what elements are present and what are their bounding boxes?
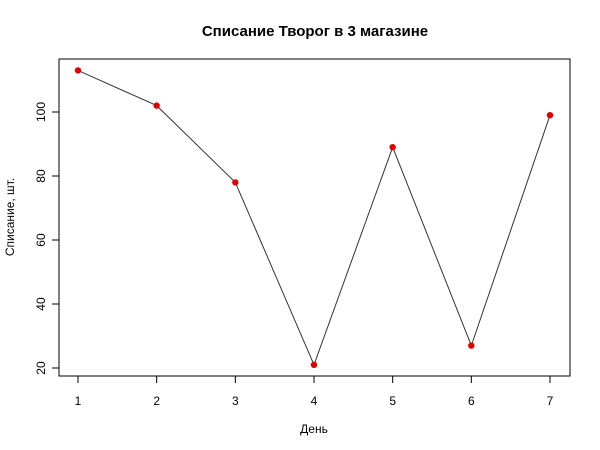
y-tick-label: 60 (34, 233, 48, 247)
x-tick-label: 3 (232, 394, 239, 408)
x-tick-label: 4 (311, 394, 318, 408)
y-tick-label: 100 (34, 102, 48, 122)
x-tick-label: 5 (389, 394, 396, 408)
x-axis: 1 2 3 4 5 6 7 (75, 375, 554, 408)
x-tick-label: 1 (75, 394, 82, 408)
x-tick-label: 6 (468, 394, 475, 408)
data-point (468, 342, 475, 349)
x-tick-label: 7 (547, 394, 554, 408)
x-tick-label: 2 (153, 394, 160, 408)
data-point (74, 67, 82, 74)
y-tick-label: 40 (34, 297, 48, 311)
y-tick-label: 80 (34, 169, 48, 183)
data-point (232, 179, 239, 186)
y-axis-label: Списание, шт. (3, 178, 17, 256)
plot-frame (58, 58, 571, 377)
series-line (77, 69, 551, 367)
data-point (310, 361, 318, 368)
chart-title: Списание Творог в 3 магазине (202, 23, 428, 40)
data-point (546, 112, 554, 119)
series-group (74, 67, 554, 368)
y-tick-label: 20 (34, 361, 48, 375)
x-axis-label: День (300, 422, 328, 436)
data-point (153, 102, 160, 109)
data-point (389, 144, 396, 151)
y-axis: 20 40 60 80 100 (34, 102, 60, 375)
